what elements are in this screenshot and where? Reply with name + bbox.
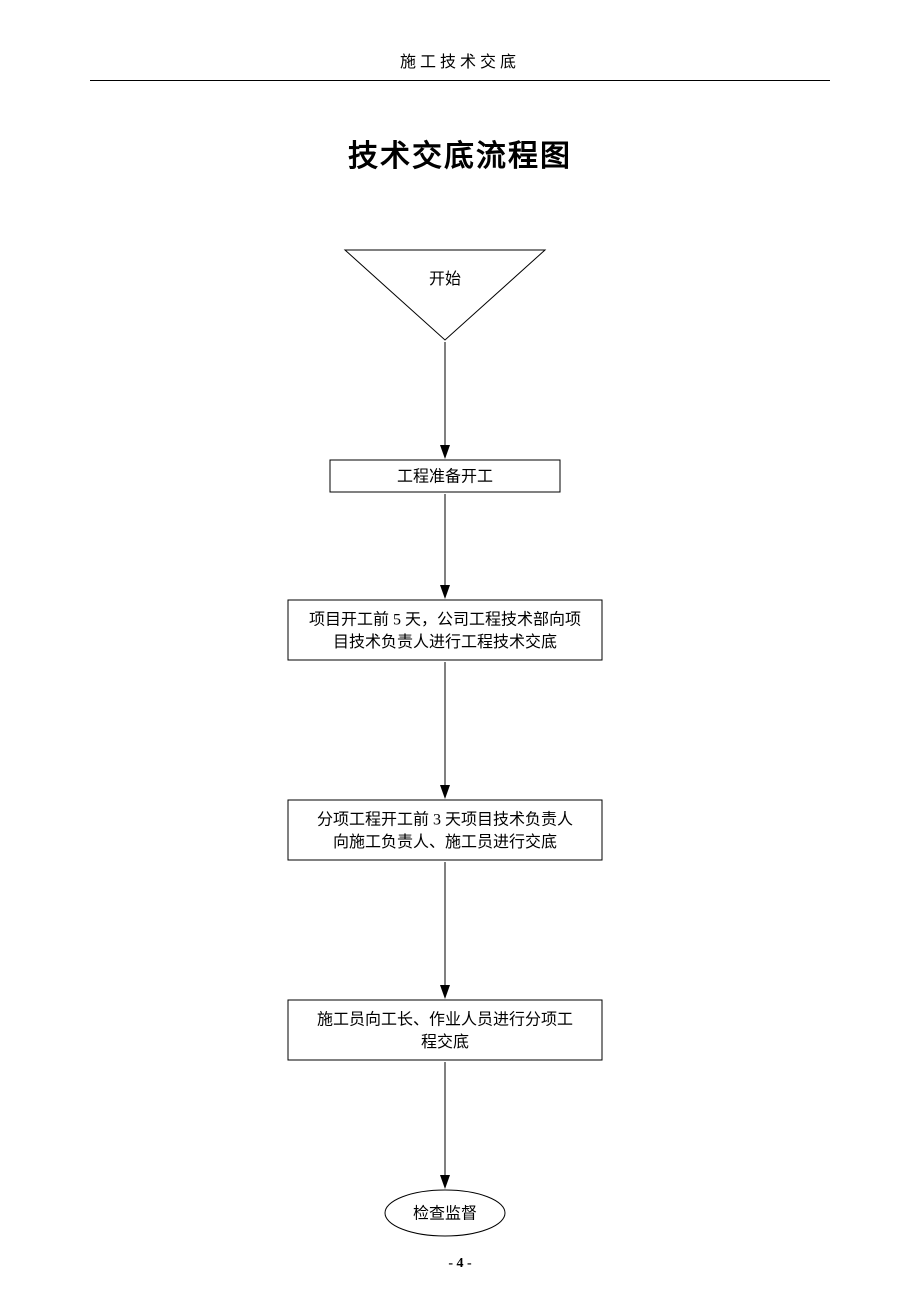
svg-text:检查监督: 检查监督	[413, 1205, 477, 1223]
svg-text:项目开工前 5 天，公司工程技术部向项: 项目开工前 5 天，公司工程技术部向项	[309, 610, 581, 628]
svg-text:开始: 开始	[429, 270, 461, 288]
header-rule	[90, 80, 830, 81]
svg-text:向施工负责人、施工员进行交底: 向施工负责人、施工员进行交底	[333, 833, 557, 851]
page-footer: - 4 -	[0, 1256, 920, 1272]
flowchart-canvas: 开始工程准备开工项目开工前 5 天，公司工程技术部向项目技术负责人进行工程技术交…	[0, 230, 920, 1250]
page-header-text: 施工技术交底	[400, 54, 520, 71]
page-header: 施工技术交底	[0, 0, 920, 72]
page-title: 技术交底流程图	[0, 131, 920, 175]
svg-text:目技术负责人进行工程技术交底: 目技术负责人进行工程技术交底	[333, 633, 557, 651]
svg-text:程交底: 程交底	[421, 1033, 469, 1051]
svg-text:施工员向工长、作业人员进行分项工: 施工员向工长、作业人员进行分项工	[317, 1010, 573, 1028]
page-number: - 4 -	[448, 1256, 471, 1271]
svg-text:分项工程开工前 3 天项目技术负责人: 分项工程开工前 3 天项目技术负责人	[317, 810, 573, 828]
svg-text:工程准备开工: 工程准备开工	[397, 468, 493, 486]
